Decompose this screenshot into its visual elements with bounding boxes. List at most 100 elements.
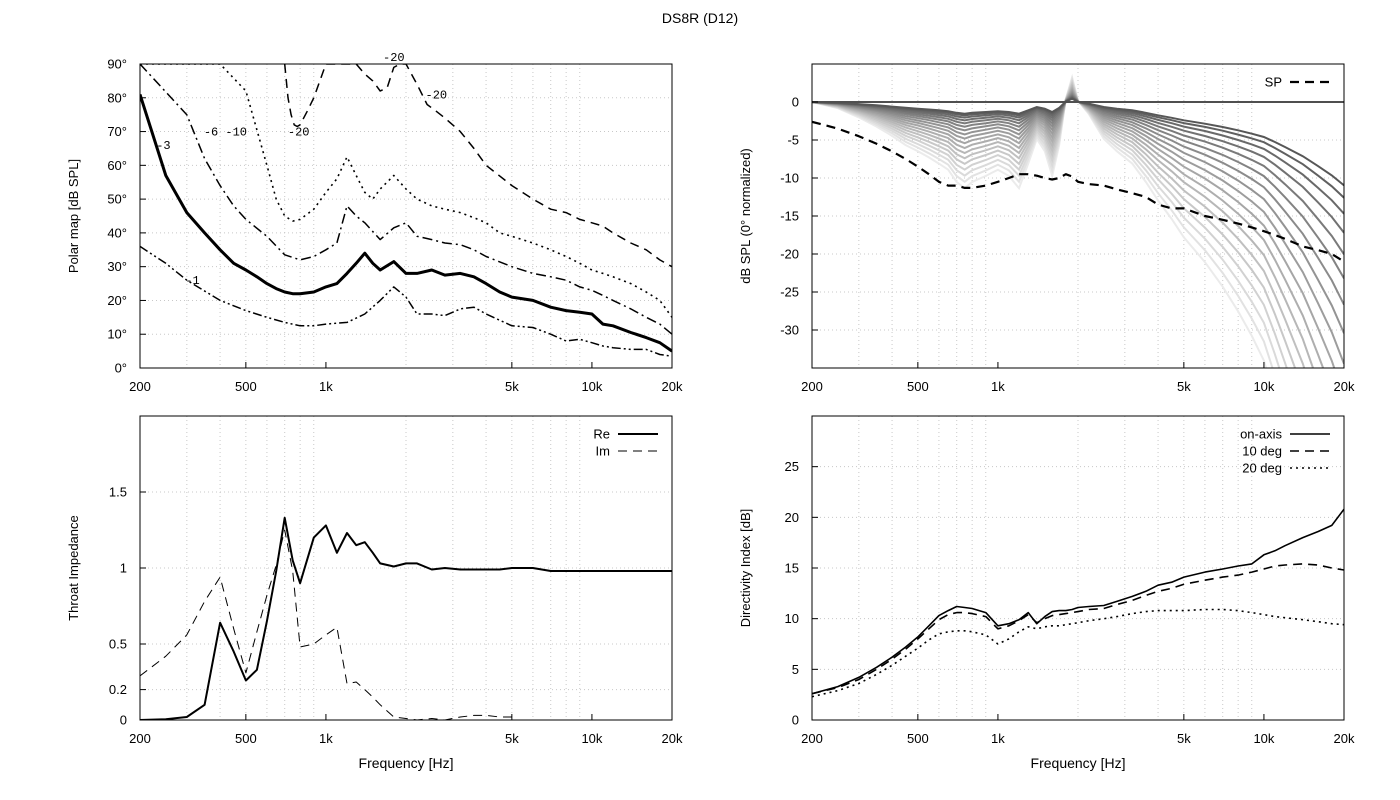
series-group [140, 516, 672, 720]
x-tick-label: 500 [235, 731, 257, 746]
x-tick-label: 200 [801, 379, 823, 394]
legend-label: 10 deg [1242, 444, 1282, 459]
y-tick-label: 15 [785, 561, 799, 576]
chart-spl: 200 500 1k 5k 10k 20k 0 -5 -10 -15 -20 -25 -30 dB SPL… [738, 63, 1355, 394]
y-tick-label: 0 [792, 713, 799, 728]
y-tick-label: 50° [107, 192, 127, 207]
y-tick-label: 1 [120, 561, 127, 576]
x-tick-label: 1k [991, 731, 1005, 746]
x-tick-label: 20k [1334, 379, 1355, 394]
x-tick-label: 200 [801, 731, 823, 746]
x-tick-label: 500 [235, 379, 257, 394]
x-tick-label: 10k [1253, 379, 1274, 394]
x-tick-label: 10k [581, 731, 602, 746]
series-line--6 [140, 64, 672, 335]
contour-label: -6 [204, 126, 218, 140]
figure-title: DS8R (D12) [662, 10, 738, 26]
x-tick-label: 500 [907, 731, 929, 746]
plot-frame [139, 63, 673, 369]
y-tick-label: -5 [787, 133, 799, 148]
y-tick-label: 20 [785, 510, 799, 525]
y-axis-label: dB SPL (0° normalized) [738, 148, 753, 284]
x-axis-label: Frequency [Hz] [1031, 755, 1126, 771]
series-group [812, 73, 1344, 368]
family-line-85deg [812, 77, 1281, 368]
y-tick-label: 20° [107, 293, 127, 308]
legend: SP [1265, 75, 1330, 90]
x-tick-label: 500 [907, 379, 929, 394]
y-tick-label: -10 [780, 171, 799, 186]
y-tick-label: 80° [107, 90, 127, 105]
legend-label: Re [593, 427, 610, 442]
x-tick-label: 5k [1177, 731, 1191, 746]
y-tick-label: 30° [107, 259, 127, 274]
y-tick-label: 10° [107, 327, 127, 342]
family-line-10deg [812, 97, 1344, 187]
series-group [812, 508, 1344, 698]
contour-label: -1 [185, 274, 199, 288]
legend-label: on-axis [1240, 427, 1282, 442]
x-tick-label: 5k [505, 379, 519, 394]
legend: on-axis 10 deg 20 deg [1240, 427, 1330, 476]
legend-label: Im [596, 444, 610, 459]
contour-label: -3 [156, 139, 170, 153]
y-tick-label: 0.5 [109, 637, 127, 652]
y-tick-label: -30 [780, 323, 799, 338]
chart-di: 200 500 1k 5k 10k 20k 0 5 10 15 20 25 Directivity In… [738, 415, 1355, 771]
y-tick-label: 25 [785, 459, 799, 474]
y-tick-label: 0° [115, 361, 127, 376]
series-line-10-deg [812, 563, 1344, 695]
y-tick-label: 90° [107, 57, 127, 72]
x-tick-label: 10k [581, 379, 602, 394]
x-tick-label: 5k [1177, 379, 1191, 394]
family-line-95deg [812, 73, 1268, 368]
series-line-Im [140, 529, 512, 720]
series-line-20-deg [812, 608, 1344, 698]
x-tick-label: 20k [662, 379, 683, 394]
series-line-Re [140, 516, 672, 720]
contour-label: -20 [288, 126, 310, 140]
y-tick-label: -20 [780, 247, 799, 262]
series-group [140, 64, 672, 357]
contour-label: -20 [383, 51, 405, 65]
contour-label: -10 [225, 126, 247, 140]
y-tick-label: 0 [792, 95, 799, 110]
y-tick-label: 5 [792, 662, 799, 677]
x-tick-label: 5k [505, 731, 519, 746]
y-tick-label: -25 [780, 285, 799, 300]
y-tick-label: 1.5 [109, 485, 127, 500]
y-axis-label: Polar map [dB SPL] [66, 159, 81, 273]
series-line--10 [140, 64, 672, 318]
x-tick-label: 200 [129, 379, 151, 394]
y-tick-label: -15 [780, 209, 799, 224]
x-tick-label: 20k [1334, 731, 1355, 746]
y-tick-label: 0.2 [109, 682, 127, 697]
x-tick-label: 10k [1253, 731, 1274, 746]
contour-label: -20 [426, 88, 448, 102]
y-tick-label: 0 [120, 713, 127, 728]
legend: Re Im [593, 427, 658, 459]
x-axis-label: Frequency [Hz] [359, 755, 454, 771]
y-tick-label: 40° [107, 225, 127, 240]
y-axis-label: Throat Impedance [66, 515, 81, 621]
series-line-on-axis [812, 508, 1344, 695]
chart-impedance: 200 500 1k 5k 10k 20k 0 0.2 0.5 1 1.5 Throat Impeda… [66, 415, 683, 771]
y-tick-label: 70° [107, 124, 127, 139]
series-line--3 [140, 93, 672, 353]
x-tick-label: 200 [129, 731, 151, 746]
x-tick-label: 1k [319, 731, 333, 746]
x-tick-label: 1k [319, 379, 333, 394]
series-line-SP [812, 120, 1344, 263]
y-tick-label: 10 [785, 611, 799, 626]
y-tick-label: 60° [107, 158, 127, 173]
legend-label: 20 deg [1242, 461, 1282, 476]
series-line--1 [140, 245, 672, 357]
x-tick-label: 20k [662, 731, 683, 746]
series-line--20 [283, 64, 672, 268]
x-tick-label: 1k [991, 379, 1005, 394]
legend-label: SP [1265, 75, 1282, 90]
y-axis-label: Directivity Index [dB] [738, 509, 753, 628]
chart-polar: -1 -3 -6 -10 -20 -20 -20 200 500 1k 5k 10k 20k 0° 10° 2… [66, 51, 683, 394]
